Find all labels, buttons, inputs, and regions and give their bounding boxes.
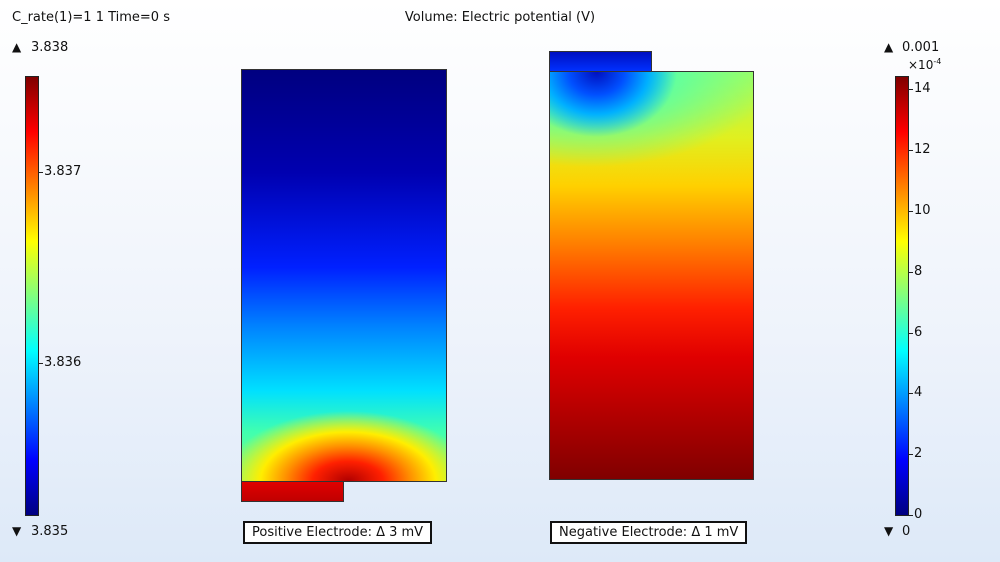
header-left-text: C_rate(1)=1 1 Time=0 s: [12, 10, 170, 25]
right-colorbar-tick-label: 10: [914, 202, 931, 218]
positive-electrode-domain: [241, 69, 447, 482]
right-colorbar-tick: [908, 393, 913, 395]
negative-electrode-label: Negative Electrode: Δ 1 mV: [550, 521, 748, 544]
left-colorbar-tick-label: 3.836: [44, 355, 82, 370]
right-colorbar-tick: [908, 210, 913, 212]
triangle-down-icon: ▼: [884, 524, 894, 538]
right-colorbar-tick: [908, 515, 913, 516]
multiplier-exponent: -4: [933, 57, 942, 66]
positive-electrode-tab: [241, 481, 344, 502]
right-colorbar-max: 0.001: [902, 40, 940, 55]
negative-electrode-domain: [549, 71, 754, 480]
right-colorbar-tick-label: 12: [914, 142, 931, 157]
right-colorbar-tick: [908, 271, 913, 273]
positive-electrode-label: Positive Electrode: Δ 3 mV: [243, 521, 433, 544]
right-colorbar: [895, 76, 909, 516]
right-colorbar-tick: [908, 332, 913, 334]
left-colorbar-min: 3.835: [31, 524, 69, 539]
left-colorbar-max: 3.838: [31, 40, 69, 55]
plot-title: Volume: Electric potential (V): [404, 10, 596, 25]
triangle-up-icon: ▲: [12, 40, 22, 54]
right-colorbar-min: 0: [902, 524, 911, 539]
right-colorbar-tick-label: 8: [914, 263, 923, 279]
right-colorbar-tick: [908, 454, 913, 456]
multiplier-base: ×10: [908, 58, 934, 72]
left-colorbar-tick-label: 3.837: [44, 164, 82, 179]
left-colorbar-tick: [38, 363, 43, 364]
right-colorbar-tick-label: 2: [914, 446, 923, 462]
right-colorbar-tick-label: 14: [914, 81, 931, 97]
triangle-up-icon: ▲: [884, 40, 894, 54]
right-colorbar-tick-label: 0: [914, 507, 923, 522]
negative-electrode-tab: [549, 51, 652, 72]
left-colorbar-tick: [38, 172, 43, 173]
right-colorbar-tick: [908, 150, 913, 151]
right-colorbar-tick-label: 6: [914, 324, 923, 340]
left-colorbar: [25, 76, 39, 516]
triangle-down-icon: ▼: [12, 524, 22, 538]
right-colorbar-tick: [908, 89, 913, 91]
right-colorbar-multiplier: ×10-4: [908, 57, 941, 72]
right-colorbar-tick-label: 4: [914, 385, 923, 401]
